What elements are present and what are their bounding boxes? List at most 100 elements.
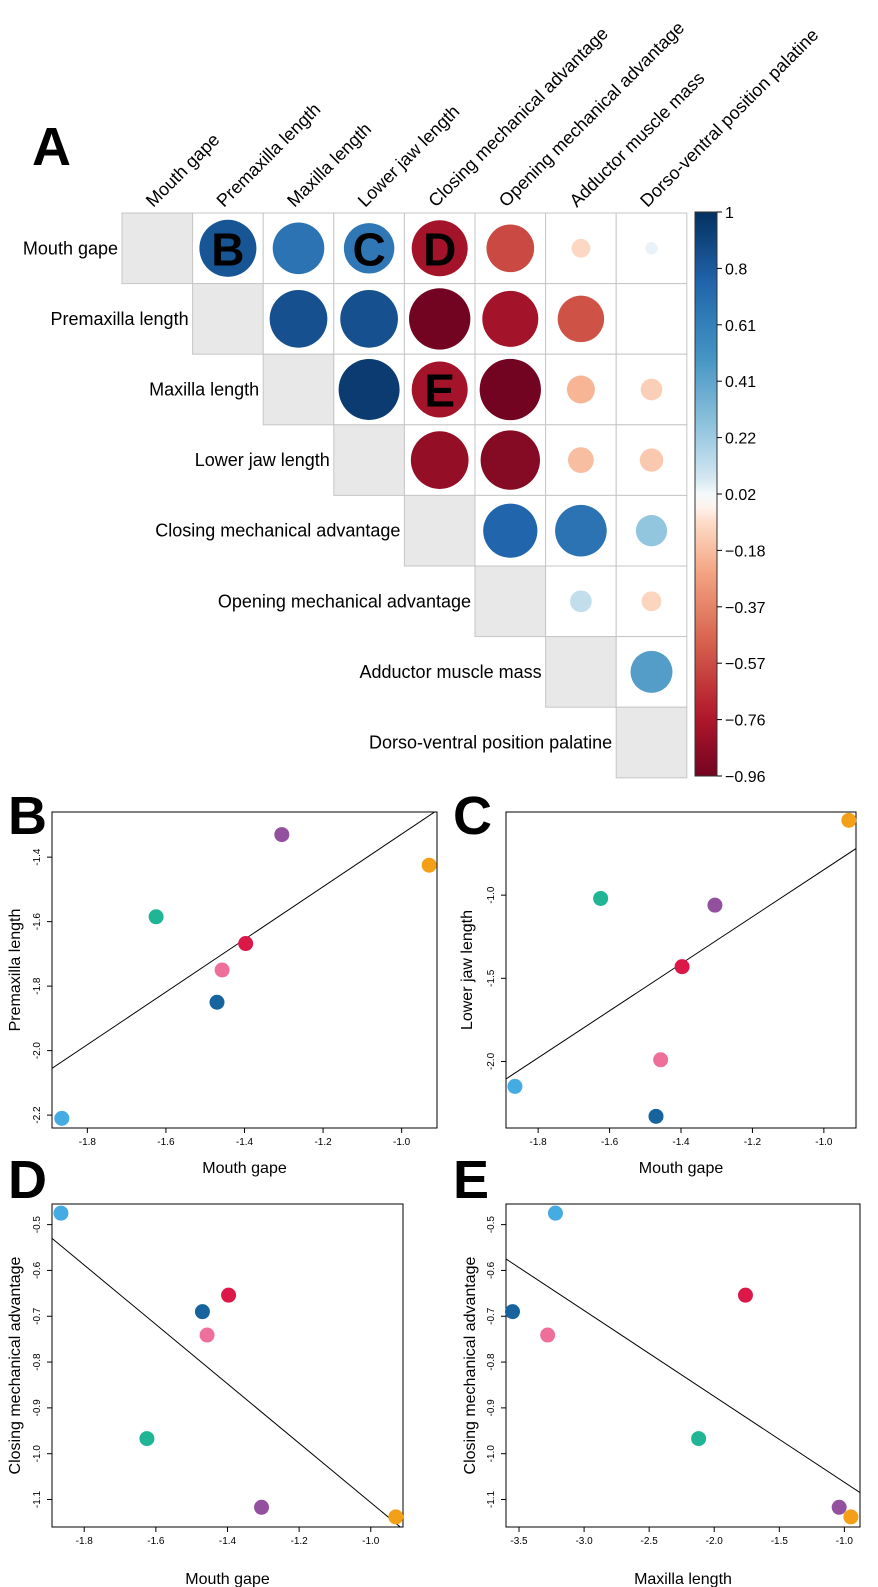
y-tick-label: -0.8 xyxy=(32,1353,43,1371)
data-point xyxy=(199,1327,215,1343)
correlation-circle xyxy=(411,361,468,418)
colorbar-tick-label: 1 xyxy=(725,205,734,222)
correlation-circle xyxy=(482,290,539,347)
x-axis-title: Maxilla length xyxy=(634,1571,732,1587)
data-point xyxy=(148,909,164,925)
data-point xyxy=(653,1052,669,1068)
correlation-matrix-panel: A B C D E Mouth gape Premaxilla length Maxilla … xyxy=(23,18,822,786)
y-tick-label: -0.5 xyxy=(486,1216,497,1234)
y-tick-label: -2.0 xyxy=(486,1052,497,1070)
y-tick-label: -1.1 xyxy=(32,1490,43,1508)
y-tick-label: -1.0 xyxy=(486,886,497,904)
correlation-circle xyxy=(641,591,662,612)
data-point xyxy=(254,1499,270,1515)
x-axis-title: Mouth gape xyxy=(185,1571,270,1587)
y-tick-label: -0.7 xyxy=(486,1307,497,1325)
scatter-panel-c: C -1.8 -1.6 -1.4 -1.2 -1.0 -2.0 -1.5 -1.0 Mouth g… xyxy=(453,786,857,1177)
correlation-circle xyxy=(557,295,605,343)
correlation-circle xyxy=(486,224,535,273)
y-tick-label: -0.8 xyxy=(486,1353,497,1371)
x-tick-label: -1.6 xyxy=(157,1137,175,1148)
matrix-diagonal-cell xyxy=(474,565,547,638)
x-tick-label: -1.8 xyxy=(530,1137,548,1148)
scatter-panel-d: D -1.8 -1.6 -1.4 -1.2 -1.0 -1.1 -1.0 -0.9 -0.8 -0.… xyxy=(7,1150,404,1587)
data-point xyxy=(547,1205,563,1221)
row-label: Mouth gape xyxy=(23,238,118,258)
correlation-circle xyxy=(269,290,328,348)
correlation-circle xyxy=(410,431,469,489)
panel-letter-a: A xyxy=(32,117,71,177)
data-point xyxy=(707,897,723,913)
correlation-circle xyxy=(635,515,668,547)
y-tick-label: -1.0 xyxy=(486,1445,497,1463)
colorbar-tick-label: 0.41 xyxy=(725,374,756,391)
y-tick-label: -1.0 xyxy=(32,1445,43,1463)
x-tick-label: -1.0 xyxy=(393,1137,411,1148)
colorbar-tick-label: 0.61 xyxy=(725,318,756,335)
y-axis-title: Closing mechanical advantage xyxy=(7,1256,24,1474)
plot-frame xyxy=(51,1203,404,1528)
x-tick-label: -1.8 xyxy=(76,1536,94,1547)
colorbar-tick-label: 0.8 xyxy=(725,261,747,278)
y-tick-label: -1.8 xyxy=(32,977,43,995)
x-tick-label: -1.0 xyxy=(836,1536,854,1547)
x-tick-label: -1.6 xyxy=(147,1536,165,1547)
matrix-diagonal-cell xyxy=(615,706,688,779)
cell-letter-e: E xyxy=(424,365,455,417)
matrix-cell xyxy=(615,283,688,355)
x-tick-label: -3.0 xyxy=(575,1536,593,1547)
y-tick-label: -0.6 xyxy=(486,1261,497,1279)
correlation-circle xyxy=(555,504,607,557)
x-tick-label: -1.2 xyxy=(314,1137,332,1148)
data-point xyxy=(54,1110,70,1126)
y-tick-label: -2.2 xyxy=(32,1106,43,1124)
row-label: Dorso-ventral position palatine xyxy=(369,733,612,753)
y-tick-label: -1.6 xyxy=(32,913,43,931)
y-tick-label: -0.6 xyxy=(32,1261,43,1279)
x-tick-label: -1.5 xyxy=(771,1536,789,1547)
y-tick-label: -0.9 xyxy=(486,1399,497,1417)
correlation-circle xyxy=(343,223,395,274)
matrix-diagonal-cell xyxy=(192,283,264,355)
x-tick-label: -1.4 xyxy=(672,1137,690,1148)
cell-letter-d: D xyxy=(423,223,456,275)
colorbar-tick-label: −0.18 xyxy=(725,543,766,560)
data-point xyxy=(209,994,225,1010)
correlation-circle xyxy=(570,590,592,613)
x-tick-label: -1.4 xyxy=(219,1536,237,1547)
x-tick-label: -1.2 xyxy=(744,1137,762,1148)
row-label: Closing mechanical advantage xyxy=(155,521,400,541)
data-point xyxy=(737,1287,753,1303)
correlation-circle xyxy=(272,222,325,275)
column-label: Adductor muscle mass xyxy=(566,68,709,211)
panel-letter: B xyxy=(8,786,47,846)
regression-line xyxy=(506,1258,860,1494)
data-point xyxy=(843,1509,859,1525)
y-tick-label: -1.4 xyxy=(32,848,43,866)
row-label: Adductor muscle mass xyxy=(360,662,542,682)
y-axis-title: Closing mechanical advantage xyxy=(462,1256,479,1474)
colorbar xyxy=(694,211,718,777)
data-point xyxy=(139,1431,155,1447)
y-axis-title: Lower jaw length xyxy=(459,910,476,1030)
data-point xyxy=(507,1078,523,1094)
data-point xyxy=(674,959,690,975)
column-label: Mouth gape xyxy=(142,129,223,210)
data-point xyxy=(388,1509,404,1525)
data-point xyxy=(421,857,437,873)
colorbar-tick-label: 0.02 xyxy=(725,487,756,504)
correlation-circle xyxy=(340,290,398,348)
matrix-cell xyxy=(615,494,688,567)
plot-frame xyxy=(51,811,438,1129)
correlation-circle xyxy=(566,375,595,404)
x-tick-label: -1.2 xyxy=(291,1536,309,1547)
x-tick-label: -2.0 xyxy=(706,1536,724,1547)
data-point xyxy=(214,962,230,978)
correlation-circle xyxy=(630,650,673,693)
y-axis-title: Premaxilla length xyxy=(7,909,24,1032)
y-tick-label: -1.5 xyxy=(486,969,497,987)
x-tick-label: -2.5 xyxy=(641,1536,659,1547)
x-axis-title: Mouth gape xyxy=(639,1160,724,1177)
correlation-circle xyxy=(411,220,468,277)
